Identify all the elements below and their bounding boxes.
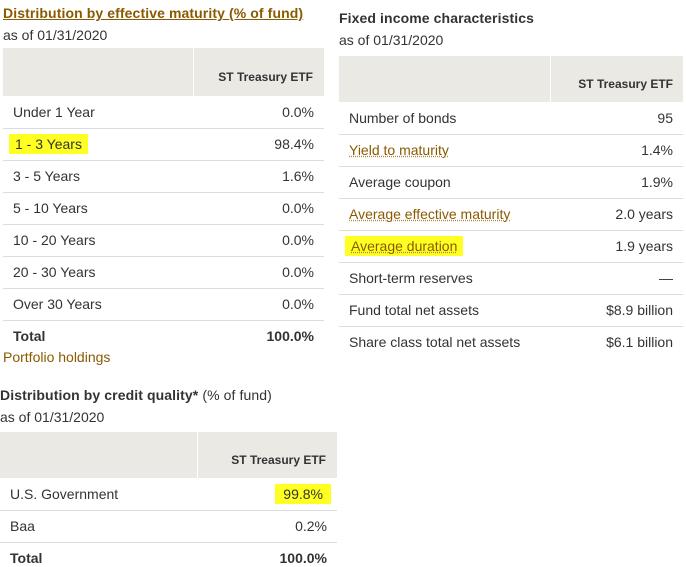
maturity-row-value: 0.0% — [193, 192, 324, 225]
table-row: 5 - 10 Years 0.0% — [3, 192, 324, 225]
credit-row-label: U.S. Government — [0, 478, 197, 511]
table-row: Short-term reserves — — [339, 262, 683, 295]
credit-column-header: ST Treasury ETF — [231, 453, 326, 467]
maturity-title[interactable]: Distribution by effective maturity (% of… — [3, 5, 304, 21]
maturity-row-label: 5 - 10 Years — [3, 192, 193, 225]
portfolio-holdings-link[interactable]: Portfolio holdings — [3, 349, 111, 365]
characteristics-row-value: 1.9 years — [550, 230, 683, 263]
credit-title-bold: Distribution by credit quality* — [0, 387, 199, 403]
characteristics-row-value: 2.0 years — [550, 198, 683, 231]
table-row: 3 - 5 Years 1.6% — [3, 160, 324, 193]
maturity-total-value: 100.0% — [266, 328, 314, 345]
table-row: Under 1 Year 0.0% — [3, 96, 324, 129]
credit-row-value: 0.2% — [197, 510, 337, 543]
credit-section: Distribution by credit quality* (% of fu… — [0, 386, 337, 567]
table-row: Average coupon 1.9% — [339, 166, 683, 199]
characteristics-row-label: Number of bonds — [339, 102, 550, 135]
maturity-total-label: Total — [13, 328, 46, 345]
table-row: Number of bonds 95 — [339, 102, 683, 135]
table-row: Yield to maturity 1.4% — [339, 134, 683, 167]
table-row: 10 - 20 Years 0.0% — [3, 224, 324, 257]
table-row: Average duration 1.9 years — [339, 230, 683, 263]
characteristics-row-value: 95 — [550, 102, 683, 135]
credit-total-value: 100.0% — [279, 550, 327, 567]
maturity-row-label: Over 30 Years — [3, 288, 193, 321]
maturity-row-value: 1.6% — [193, 160, 324, 193]
table-row: Over 30 Years 0.0% — [3, 288, 324, 321]
characteristics-row-label: Short-term reserves — [339, 262, 550, 295]
characteristics-column-header: ST Treasury ETF — [578, 77, 673, 91]
characteristics-row-value: $6.1 billion — [606, 334, 673, 351]
maturity-row-value: 0.0% — [193, 256, 324, 289]
total-row: Total 100.0% — [0, 542, 337, 567]
characteristics-asof: as of 01/31/2020 — [339, 32, 444, 48]
credit-header-blank — [0, 432, 198, 478]
maturity-row-label: 10 - 20 Years — [3, 224, 193, 257]
maturity-asof: as of 01/31/2020 — [3, 27, 108, 43]
characteristics-row-value: 1.9% — [550, 166, 683, 199]
maturity-row-label: 3 - 5 Years — [3, 160, 193, 193]
characteristics-section: Fixed income characteristics as of 01/31… — [339, 9, 683, 358]
credit-row-label: Baa — [0, 510, 197, 543]
average-effective-maturity-link[interactable]: Average effective maturity — [349, 206, 511, 222]
maturity-header-blank — [3, 48, 194, 96]
table-row: Average effective maturity 2.0 years — [339, 198, 683, 231]
table-row: Share class total net assets $6.1 billio… — [339, 326, 683, 358]
yield-to-maturity-link[interactable]: Yield to maturity — [349, 142, 449, 158]
table-row: 1 - 3 Years 98.4% — [3, 128, 324, 161]
characteristics-row-value: 1.4% — [550, 134, 683, 167]
credit-table: ST Treasury ETF U.S. Government 99.8% Ba… — [0, 432, 337, 567]
characteristics-title: Fixed income characteristics — [339, 10, 534, 26]
table-row: U.S. Government 99.8% — [0, 478, 337, 511]
table-row: 20 - 30 Years 0.0% — [3, 256, 324, 289]
credit-total-label: Total — [10, 550, 43, 567]
maturity-row-label: 20 - 30 Years — [3, 256, 193, 289]
credit-title-rest: (% of fund) — [198, 387, 272, 403]
characteristics-row-label: Average coupon — [339, 166, 550, 199]
characteristics-row-label: Share class total net assets — [349, 334, 521, 351]
maturity-row-value: 0.0% — [193, 288, 324, 321]
credit-title: Distribution by credit quality* (% of fu… — [0, 386, 337, 404]
total-row: Total 100.0% — [3, 320, 324, 352]
maturity-row-label-highlighted: 1 - 3 Years — [9, 134, 88, 154]
maturity-table: ST Treasury ETF Under 1 Year 0.0% 1 - 3 … — [3, 48, 324, 352]
credit-asof: as of 01/31/2020 — [0, 409, 105, 425]
table-row: Fund total net assets $8.9 billion — [339, 294, 683, 327]
maturity-row-label: Under 1 Year — [3, 96, 193, 129]
characteristics-row-value: — — [550, 262, 683, 295]
average-duration-link[interactable]: Average duration — [345, 236, 464, 256]
characteristics-row-value: $8.9 billion — [550, 294, 683, 327]
characteristics-table: ST Treasury ETF Number of bonds 95 Yield… — [339, 56, 683, 358]
maturity-section: Distribution by effective maturity (% of… — [3, 4, 324, 352]
maturity-row-value: 98.4% — [193, 128, 324, 161]
credit-row-value-highlighted: 99.8% — [275, 483, 331, 504]
maturity-column-header: ST Treasury ETF — [218, 70, 313, 84]
characteristics-header-blank — [339, 56, 551, 102]
table-row: Baa 0.2% — [0, 510, 337, 543]
maturity-row-value: 0.0% — [193, 96, 324, 129]
characteristics-row-label: Fund total net assets — [339, 294, 550, 327]
maturity-row-value: 0.0% — [193, 224, 324, 257]
